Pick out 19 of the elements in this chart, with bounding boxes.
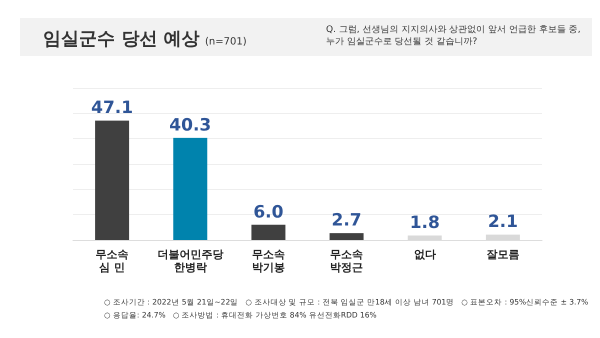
x-tick-label: 잘모름 [486,248,520,261]
x-tick-label: 무소속 박정근 [330,248,364,274]
data-label: 1.8 [410,212,440,233]
bar [95,120,130,240]
x-tick-label: 없다 [414,248,436,261]
data-label: 6.0 [253,202,284,222]
chart-title: 임실군수 당선 예상 [43,28,200,50]
x-tick-label: 무소속 박기봉 [252,248,285,274]
x-tick-label: 무소속 심 민 [96,248,129,274]
text: Q. 그럼, 선생님의 지지의사와 상관없이 앞서 언급한 후보들 중, 누가 임실군수로 당선될 것 같습니까? [326,25,581,47]
data-label: 47.1 [91,98,134,118]
chart-subtitle: (n=701) [205,36,247,48]
data-label: 2.7 [332,210,362,231]
data-label: 40.3 [169,115,212,136]
bar [251,224,286,240]
bar [173,138,208,240]
bar [330,233,364,240]
data-label: 2.1 [488,212,518,232]
x-tick-label: 더불어민주당 한병락 [157,248,224,274]
